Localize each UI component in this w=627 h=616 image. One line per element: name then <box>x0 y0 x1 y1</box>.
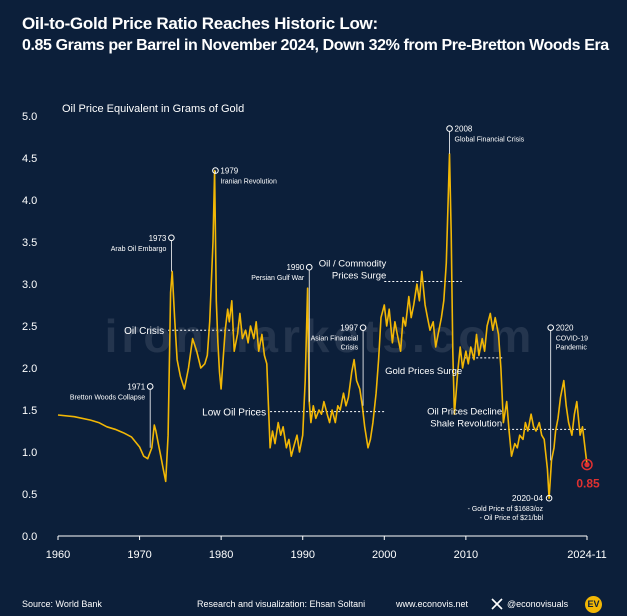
latest-value-label: 0.85 <box>576 477 600 491</box>
event-text-2020: COVID-19 Pandemic <box>556 336 588 352</box>
y-tick-label: 1.5 <box>22 405 37 417</box>
source-note: Source: World Bank <box>22 599 102 609</box>
y-tick-label: 2.5 <box>22 321 37 333</box>
event-text-1979: Iranian Revolution <box>220 179 277 186</box>
x-tick-label: 1980 <box>209 549 233 561</box>
event-marker-1979 <box>212 167 219 174</box>
event-year-1979: 1979 <box>220 167 238 176</box>
event-text-1973: Arab Oil Embargo <box>111 246 167 253</box>
latest-value-dot <box>584 462 590 468</box>
event-marker-1973 <box>168 234 175 242</box>
event-text-1990: Persian Gulf War <box>251 275 305 282</box>
x-tick-label: 1970 <box>127 549 151 561</box>
y-tick-label: 3.5 <box>22 237 37 249</box>
period-label-commodity-surge: Oil / Commodity <box>319 258 387 269</box>
y-tick-label: 4.0 <box>22 195 37 207</box>
event-text-1997: Asian Financial Crisis <box>311 336 359 352</box>
event-text2-2020-04: - Oil Price of $21/bbl <box>480 515 544 522</box>
event-year-1973: 1973 <box>149 234 167 243</box>
event-marker-1990 <box>305 263 313 271</box>
x-tick-label: 2000 <box>372 549 396 561</box>
event-year-2020-04: 2020-04 <box>512 493 543 503</box>
chart-title: Oil-to-Gold Price Ratio Reaches Historic… <box>22 14 378 33</box>
y-tick-label: 4.5 <box>22 153 37 165</box>
event-marker-2020-04 <box>545 494 553 502</box>
y-tick-label: 2.0 <box>22 363 37 375</box>
credit-note: Research and visualization: Ehsan Soltan… <box>197 599 366 609</box>
latest-value-ring <box>581 458 593 471</box>
website-link[interactable]: www.econovis.net <box>396 599 469 609</box>
x-social-icon[interactable] <box>491 598 503 610</box>
event-year-1971: 1971 <box>127 382 145 391</box>
period-label-low-oil-prices: Low Oil Prices <box>202 408 266 419</box>
econovis-logo: EV <box>585 596 602 613</box>
period-label2-commodity-surge: Prices Surge <box>332 270 386 281</box>
period-label-oil-crisis: Oil Crisis <box>124 326 164 337</box>
y-tick-label: 1.0 <box>22 447 37 459</box>
y-tick-label: 0.0 <box>22 531 37 543</box>
period-label2-shale: Shale Revolution <box>430 418 502 429</box>
event-year-2020: 2020 <box>556 324 574 333</box>
event-text-1971: Bretton Woods Collapse <box>70 394 145 401</box>
y-axis-label: Oil Price Equivalent in Grams of Gold <box>62 103 244 115</box>
oil-gold-ratio-line <box>57 153 588 499</box>
x-tick-label: 1960 <box>46 549 70 561</box>
social-handle[interactable]: @econovisuals <box>507 599 569 609</box>
chart-subtitle: 0.85 Grams per Barrel in November 2024, … <box>22 37 609 54</box>
x-tick-label: 2024-11 <box>567 549 607 561</box>
period-label-shale: Oil Prices Decline <box>427 406 502 417</box>
y-tick-label: 5.0 <box>22 111 37 123</box>
y-tick-label: 0.5 <box>22 489 37 501</box>
event-year-1997: 1997 <box>340 324 358 333</box>
x-tick-label: 1990 <box>290 549 314 561</box>
x-tick-label: 2010 <box>454 549 478 561</box>
event-text-2020-04: - Gold Price of $1683/oz <box>468 506 544 513</box>
period-label-gold-surge: Gold Prices Surge <box>385 366 462 377</box>
event-marker-1971 <box>146 383 154 390</box>
event-year-2008: 2008 <box>455 125 473 134</box>
event-year-1990: 1990 <box>286 263 304 272</box>
event-marker-2008 <box>446 125 453 132</box>
event-text-2008: Global Financial Crisis <box>455 137 525 144</box>
y-tick-label: 3.0 <box>22 279 37 291</box>
event-marker-2020 <box>547 324 555 331</box>
event-marker-1997 <box>359 324 367 331</box>
